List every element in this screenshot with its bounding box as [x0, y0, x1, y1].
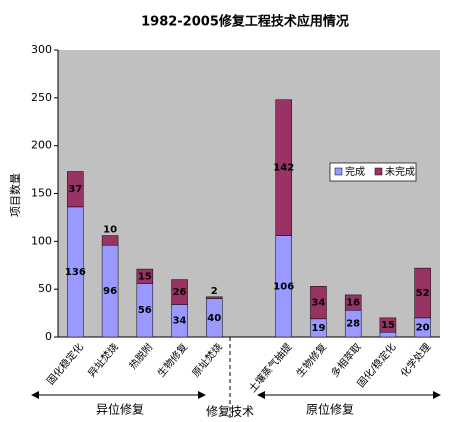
y-tick-label: 0 [45, 330, 52, 343]
legend-label: 完成 [345, 165, 365, 178]
data-label: 26 [173, 287, 187, 298]
legend-box [329, 162, 417, 182]
legend-label: 未完成 [385, 165, 415, 178]
bar-segment [310, 286, 327, 320]
data-label: 28 [346, 319, 360, 330]
bar-segment [379, 331, 397, 338]
data-label: 96 [103, 286, 117, 297]
data-label: 16 [346, 298, 360, 309]
annotation: 修复技术 [206, 404, 254, 419]
y-tick-label: 50 [38, 282, 52, 295]
y-tick-label: 200 [31, 139, 52, 152]
legend-swatch [374, 167, 383, 176]
annotation: 异位修复 [96, 402, 144, 417]
data-label: 37 [68, 184, 82, 195]
plot-area [58, 50, 440, 337]
data-label: 15 [381, 320, 395, 331]
data-label: 142 [273, 163, 294, 174]
data-label: 52 [416, 288, 430, 299]
data-label: 34 [311, 298, 325, 309]
chart-title: 1982-2005修复工程技术应用情况 [141, 14, 349, 30]
data-label: 2 [211, 286, 218, 297]
bar-segment [344, 294, 362, 311]
data-label: 15 [138, 271, 152, 282]
bar-segment [67, 171, 84, 208]
bar-segment [414, 267, 431, 319]
y-tick-label: 250 [31, 91, 52, 104]
y-tick-label: 150 [31, 187, 52, 200]
bar-segment [101, 235, 119, 246]
data-label: 136 [65, 267, 86, 278]
legend-swatch [334, 167, 343, 176]
data-label: 34 [173, 316, 187, 327]
data-label: 106 [273, 281, 294, 292]
data-label: 10 [103, 225, 117, 236]
bar-segment [136, 268, 154, 284]
annotation: 原位修复 [306, 402, 354, 417]
bar-segment [206, 296, 223, 299]
data-label: 56 [138, 305, 152, 316]
bar-segment [379, 317, 397, 333]
bar-segment [275, 99, 292, 236]
y-axis-label: 项目数量 [9, 173, 22, 217]
y-tick-label: 300 [31, 43, 52, 56]
data-label: 19 [311, 323, 325, 334]
y-tick-label: 100 [31, 234, 52, 247]
data-label: 40 [207, 313, 221, 324]
data-label: 20 [416, 322, 430, 333]
bar-segment [171, 279, 188, 305]
